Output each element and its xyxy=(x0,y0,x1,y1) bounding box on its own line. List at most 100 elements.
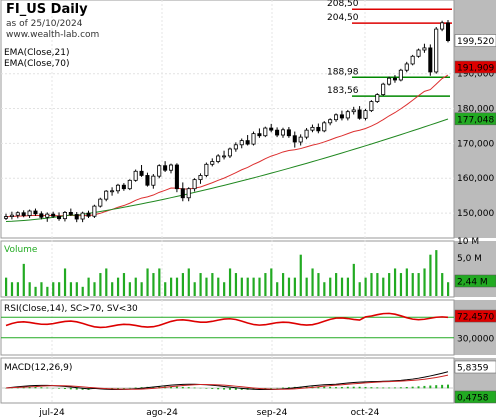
macd-histogram-bar xyxy=(329,386,332,389)
candle-body xyxy=(375,94,380,102)
macd-histogram-bar xyxy=(228,388,231,390)
volume-bar xyxy=(99,273,102,296)
macd-histogram-bar xyxy=(205,388,208,389)
macd-histogram-bar xyxy=(187,387,190,389)
candle-body xyxy=(416,49,421,57)
rsi-axis-strip xyxy=(454,300,496,355)
volume-bar xyxy=(10,282,14,296)
macd-histogram-bar xyxy=(340,386,343,389)
candle-body xyxy=(245,140,250,145)
price-tick-label: 170,000 xyxy=(457,139,494,149)
candle-body xyxy=(9,214,14,217)
volume-bar xyxy=(5,277,8,296)
volume-bar xyxy=(34,286,37,296)
macd-signal-line xyxy=(5,374,449,390)
candle-body xyxy=(286,129,291,137)
level-label: 208,50 xyxy=(327,0,359,9)
candle-body xyxy=(328,119,333,124)
volume-value-pill xyxy=(454,274,496,288)
volume-bar xyxy=(417,273,420,296)
price-tick-label: 180,000 xyxy=(457,105,494,115)
candle-body xyxy=(387,77,392,85)
macd-histogram-bar xyxy=(122,388,125,389)
macd-histogram-bar xyxy=(358,386,361,389)
macd-histogram-bar xyxy=(423,385,426,389)
macd-histogram-bar xyxy=(317,386,320,389)
signal-value-pill-text: 0,4758 xyxy=(457,394,489,404)
volume-bar xyxy=(388,273,391,296)
volume-bar xyxy=(122,273,126,296)
ema70-value-pill-text: 177,048 xyxy=(457,115,494,125)
macd-histogram-bar xyxy=(305,386,308,389)
macd-histogram-bar xyxy=(370,387,373,389)
candle-body xyxy=(3,216,9,219)
candle-body xyxy=(157,165,162,177)
price-tick-label: 160,000 xyxy=(457,174,494,184)
candle-body xyxy=(410,55,415,65)
volume-bar xyxy=(140,282,143,296)
value-pills: 199,520 191,909 177,048 2,44 M 72,4570 5,8359… xyxy=(454,34,496,404)
volume-bars xyxy=(5,250,450,296)
macd-histogram-bar xyxy=(417,386,420,389)
candle-body xyxy=(204,163,209,176)
macd-histogram-bar xyxy=(28,386,31,389)
candle-body xyxy=(263,127,268,137)
candle-body xyxy=(257,133,262,137)
macd-histogram-bar xyxy=(281,387,284,389)
volume-bar xyxy=(364,277,367,296)
volume-bar xyxy=(299,254,302,296)
candle-body xyxy=(222,155,227,158)
volume-bar xyxy=(16,282,19,296)
macd-plot xyxy=(1,371,454,391)
volume-bar xyxy=(164,282,167,296)
price-tick-label: 190,000 xyxy=(457,70,494,80)
candle-body xyxy=(121,184,126,190)
macd-histogram-bar xyxy=(175,386,178,389)
volume-bar xyxy=(281,273,285,296)
candle-body xyxy=(334,114,339,121)
macd-histogram-bar xyxy=(34,386,37,389)
candle-body xyxy=(292,135,297,143)
macd-histogram-bar xyxy=(140,387,143,389)
volume-bar xyxy=(181,273,184,296)
volume-bar xyxy=(335,273,338,296)
candle-body xyxy=(145,175,150,186)
level-label: 204,50 xyxy=(327,13,359,23)
macd-histogram-bar xyxy=(287,387,290,389)
macd-histogram-bar xyxy=(116,388,119,389)
volume-bar xyxy=(252,277,255,296)
candle-body xyxy=(233,144,238,150)
volume-bar xyxy=(352,263,355,296)
candle-body xyxy=(339,114,344,119)
level-label: 188,98 xyxy=(327,67,359,77)
macd-histogram-bar xyxy=(441,384,444,389)
macd-histogram-bar xyxy=(81,388,84,390)
volume-label: Volume xyxy=(4,245,38,255)
macd-histogram-bar xyxy=(411,386,414,389)
volume-bar xyxy=(234,273,238,296)
macd-panel-frame xyxy=(0,357,455,404)
axis-ticks: 150,000 160,000 170,000 180,000 190,000 5,0 M… xyxy=(457,70,494,345)
macd-histogram-bar xyxy=(170,386,173,389)
volume-bar xyxy=(81,286,84,296)
volume-bar xyxy=(258,277,261,296)
volume-bar xyxy=(205,277,208,296)
macd-histogram-bar xyxy=(240,388,243,390)
volume-bar xyxy=(293,277,296,296)
candle-body xyxy=(80,212,85,220)
candle-body xyxy=(127,179,132,190)
volume-axis-strip xyxy=(454,241,496,297)
ema-lines xyxy=(5,74,449,222)
macd-histogram-bar xyxy=(193,387,196,389)
candle-body xyxy=(298,136,303,143)
volume-bar xyxy=(435,250,438,296)
candle-body xyxy=(98,198,103,207)
volume-bar xyxy=(28,282,31,296)
volume-bar xyxy=(441,273,444,296)
macd-label: MACD(12,26,9) xyxy=(4,363,72,373)
macd-histogram-bar xyxy=(405,386,408,389)
volume-bar xyxy=(246,277,249,296)
volume-bar xyxy=(58,282,61,296)
volume-bar xyxy=(105,268,108,296)
volume-bar xyxy=(358,282,361,296)
